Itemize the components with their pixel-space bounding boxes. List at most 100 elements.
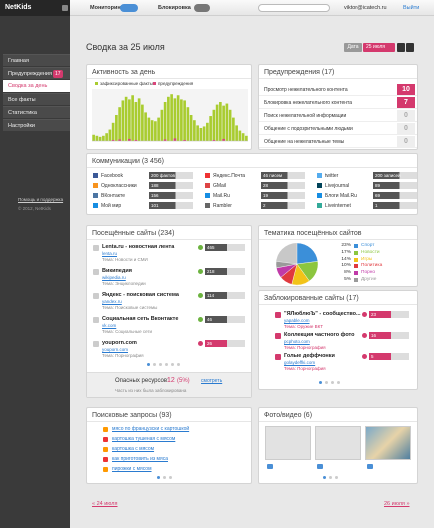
fact-bar bbox=[199, 128, 203, 141]
pie-slice bbox=[275, 261, 298, 269]
service-icon bbox=[205, 203, 210, 208]
pager-dot[interactable] bbox=[177, 363, 180, 366]
site-url[interactable]: golaydeffki.com bbox=[284, 360, 316, 365]
status-dot bbox=[362, 312, 367, 317]
media-thumb[interactable] bbox=[365, 426, 411, 460]
pager-dot[interactable] bbox=[171, 363, 174, 366]
pager-dot[interactable] bbox=[337, 381, 340, 384]
fact-bar bbox=[238, 130, 242, 141]
search-input[interactable] bbox=[258, 4, 330, 12]
site-title[interactable]: Яндекс - поисковая система bbox=[102, 292, 179, 298]
site-title[interactable]: Коллекция частного фото bbox=[284, 332, 355, 338]
pager-dot[interactable] bbox=[329, 476, 332, 479]
nav-item[interactable]: Все факты bbox=[3, 93, 70, 105]
help-link[interactable]: Помощь и поддержка bbox=[18, 197, 64, 202]
site-url[interactable]: youporn.com bbox=[102, 347, 129, 352]
panel-title: Поисковые запросы (93) bbox=[92, 412, 172, 419]
legend-label: Игры bbox=[361, 256, 373, 262]
warning-row[interactable]: Общение на нежелательные темы 0 bbox=[259, 135, 417, 148]
fact-bar bbox=[189, 115, 193, 141]
service-icon bbox=[205, 173, 210, 178]
next-day-link[interactable]: 26 июля » bbox=[384, 501, 410, 507]
warning-row[interactable]: Просмотр нежелательного контента 10 bbox=[259, 83, 417, 96]
pager-dot[interactable] bbox=[169, 476, 172, 479]
warning-bar bbox=[222, 138, 225, 141]
pager-dot[interactable] bbox=[335, 476, 338, 479]
site-title[interactable]: Социальная сеть Вконтакте bbox=[102, 316, 179, 322]
warning-label: Общение на нежелательные темы bbox=[264, 139, 345, 145]
query-link[interactable]: мясо по французски с картошкой bbox=[112, 426, 190, 432]
site-title[interactable]: Lenta.ru - новостная лента bbox=[102, 244, 175, 250]
fact-bar bbox=[228, 109, 232, 141]
site-url[interactable]: lenta.ru bbox=[102, 251, 118, 256]
service-name: twitter bbox=[325, 173, 339, 179]
pager-dot[interactable] bbox=[159, 363, 162, 366]
pager-dot[interactable] bbox=[147, 363, 150, 366]
prev-day-link[interactable]: « 24 июля bbox=[92, 501, 118, 507]
legend-label: Новости bbox=[361, 249, 380, 255]
logout-link[interactable]: Выйти bbox=[403, 5, 420, 11]
query-link[interactable]: как приготовить из мяса bbox=[112, 456, 168, 462]
nav-item[interactable]: Главная bbox=[3, 54, 70, 66]
warning-bar bbox=[118, 139, 121, 141]
site-url[interactable]: wikipedia.ru bbox=[102, 275, 126, 280]
legend-swatch bbox=[95, 82, 98, 85]
pager-dot[interactable] bbox=[165, 363, 168, 366]
pager-dot[interactable] bbox=[323, 476, 326, 479]
query-link[interactable]: пирожки с мясом bbox=[112, 466, 152, 472]
pager-dot[interactable] bbox=[319, 381, 322, 384]
nav-item[interactable]: Статистика bbox=[3, 106, 70, 118]
communications-panel: Коммуникации (3 456) Facebook 200 фактов Од… bbox=[86, 153, 418, 215]
pager-dot[interactable] bbox=[157, 476, 160, 479]
site-url[interactable]: vk.com bbox=[102, 323, 117, 328]
service-icon bbox=[93, 203, 98, 208]
date-select[interactable]: 25 июля bbox=[363, 43, 395, 52]
nav-item[interactable]: Сводка за день bbox=[3, 80, 70, 92]
monitoring-label: Мониторинг bbox=[90, 5, 123, 11]
pie-value-label: 14% bbox=[341, 256, 351, 262]
sidebar-top bbox=[0, 0, 70, 16]
service-name: GMail bbox=[213, 183, 227, 189]
service-name: ВКонтакте bbox=[101, 193, 126, 199]
panel-title: Фото/видео (6) bbox=[264, 412, 313, 419]
pager-dot[interactable] bbox=[153, 363, 156, 366]
service-count: 156 bbox=[149, 192, 193, 199]
panel-title: Заблокированные сайты (17) bbox=[264, 295, 359, 302]
service-name: Блоги Mail.Ru bbox=[325, 193, 357, 199]
prev-day[interactable] bbox=[397, 43, 405, 52]
topics-panel: Тематика посещённых сайтов 23% Спорт 17% Нов… bbox=[258, 225, 418, 287]
query-link[interactable]: картошка с мясом bbox=[112, 446, 155, 452]
site-title[interactable]: "ЯЛюблюЪ" - сообщество... bbox=[284, 311, 361, 317]
user-email: viktor@icatech.ru bbox=[344, 5, 387, 11]
fact-bar bbox=[121, 100, 125, 141]
blocking-toggle[interactable] bbox=[194, 4, 210, 12]
site-title[interactable]: Голые деффчонки bbox=[284, 353, 335, 359]
monitoring-toggle[interactable] bbox=[120, 4, 138, 12]
site-url[interactable]: pcphoto.com bbox=[284, 339, 310, 344]
warning-row[interactable]: Блокировка нежелательного контента 7 bbox=[259, 96, 417, 109]
fact-bar bbox=[134, 102, 138, 141]
nav-item[interactable]: Настройки bbox=[3, 119, 70, 131]
warning-row[interactable]: Поиск нежелательной информации 0 bbox=[259, 109, 417, 122]
pager-dot[interactable] bbox=[163, 476, 166, 479]
media-thumb[interactable] bbox=[315, 426, 361, 460]
site-title[interactable]: youporn.com bbox=[102, 340, 137, 346]
fact-bar bbox=[202, 126, 206, 141]
site-count: 218 bbox=[205, 268, 245, 275]
danger-link[interactable]: смотреть bbox=[201, 378, 223, 384]
pager-dot[interactable] bbox=[325, 381, 328, 384]
nav-item[interactable]: Предупреждения 17 bbox=[3, 67, 70, 79]
service-count: 2 bbox=[261, 202, 305, 209]
query-link[interactable]: картошка тушеная с мясом bbox=[112, 436, 176, 442]
next-day[interactable] bbox=[406, 43, 414, 52]
warning-row[interactable]: Общение с подозрительными людьми 0 bbox=[259, 122, 417, 135]
pager-dot[interactable] bbox=[331, 381, 334, 384]
warning-count: 0 bbox=[397, 123, 415, 134]
site-url[interactable]: yandex.ru bbox=[102, 299, 122, 304]
status-dot bbox=[198, 317, 203, 322]
page-title: Сводка за 25 июля bbox=[86, 42, 165, 52]
media-thumb[interactable] bbox=[265, 426, 311, 460]
site-title[interactable]: Википедия bbox=[102, 268, 132, 274]
site-url[interactable]: yapable.com bbox=[284, 318, 310, 323]
nav-label: Главная bbox=[8, 58, 29, 64]
